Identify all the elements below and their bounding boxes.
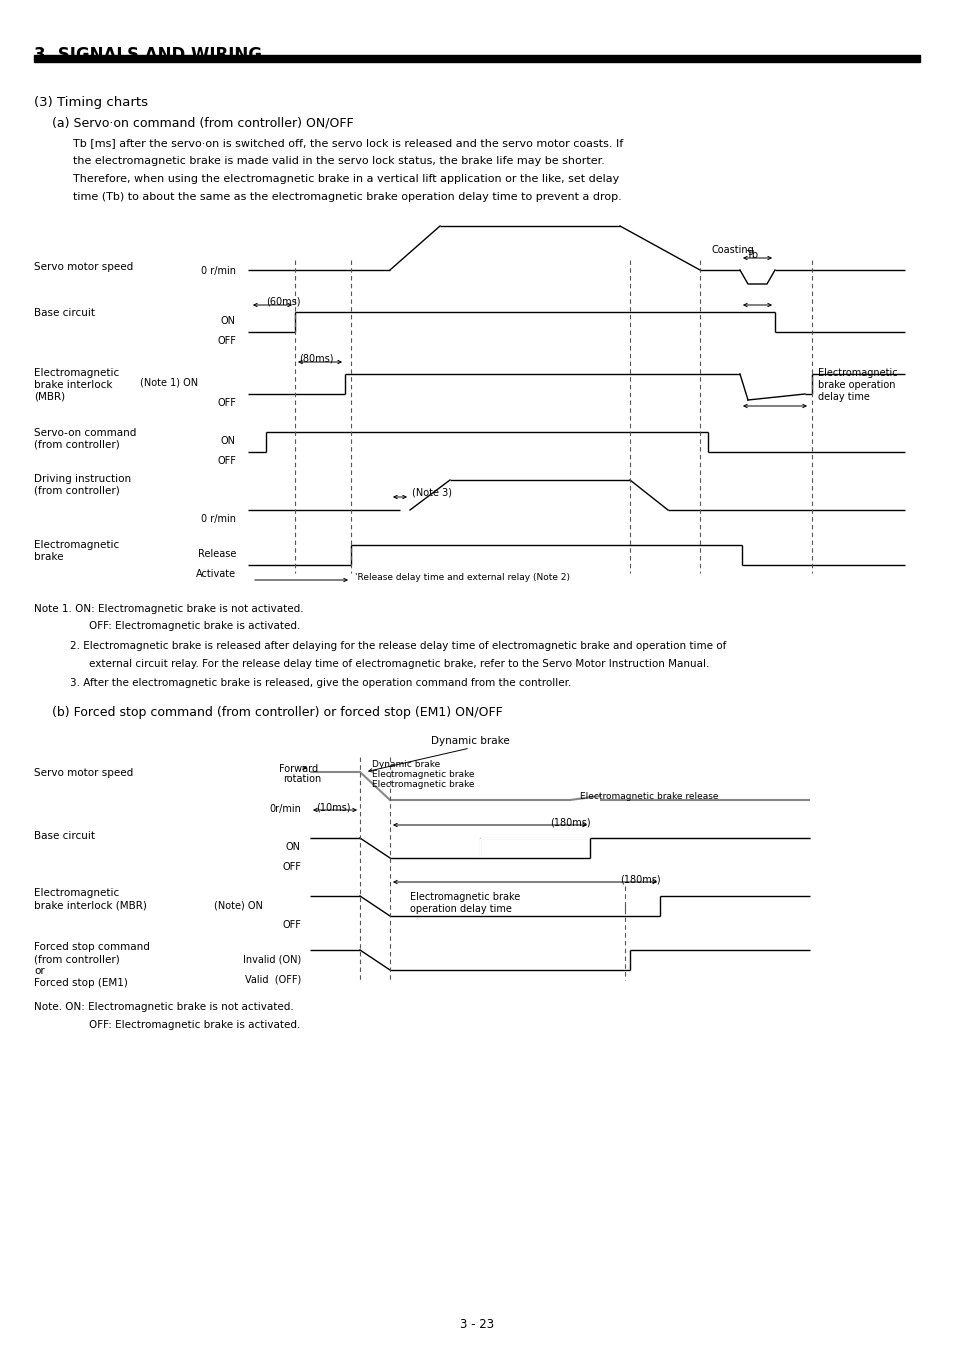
Bar [34,55,919,62]
Text: (from controller): (from controller) [34,486,120,495]
Text: brake operation: brake operation [817,379,895,390]
Text: Dynamic brake: Dynamic brake [430,736,509,747]
Text: rotation: rotation [283,774,321,784]
Text: Electromagnetic brake release: Electromagnetic brake release [579,792,718,801]
Text: Servo motor speed: Servo motor speed [34,768,133,778]
Text: Electromagnetic: Electromagnetic [817,369,897,378]
Text: Base circuit: Base circuit [34,832,95,841]
Text: delay time: delay time [817,392,869,402]
Text: (180ms): (180ms) [619,875,659,886]
Text: (a) Servo·on command (from controller) ON/OFF: (a) Servo·on command (from controller) O… [52,116,354,130]
Text: 0 r/min: 0 r/min [201,266,235,275]
Text: Electromagnetic brake: Electromagnetic brake [410,892,519,902]
Text: Forced stop (EM1): Forced stop (EM1) [34,977,128,988]
Text: (180ms): (180ms) [550,818,590,828]
Text: (from controller): (from controller) [34,440,120,450]
Text: (Note 3): (Note 3) [412,487,452,498]
Text: 3. After the electromagnetic brake is released, give the operation command from : 3. After the electromagnetic brake is re… [70,678,571,688]
Text: (MBR): (MBR) [34,392,65,402]
Text: OFF: Electromagnetic brake is activated.: OFF: Electromagnetic brake is activated. [89,621,300,630]
Text: (from controller): (from controller) [34,954,120,964]
Text: Note. ON: Electromagnetic brake is not activated.: Note. ON: Electromagnetic brake is not a… [34,1002,294,1012]
Text: Electromagnetic: Electromagnetic [34,540,119,549]
Text: Electromagnetic: Electromagnetic [34,888,119,898]
Text: Electromagnetic brake: Electromagnetic brake [372,769,474,779]
Text: (Note 1) ON: (Note 1) ON [140,378,198,387]
Text: or: or [34,967,45,976]
Text: Electromagnetic: Electromagnetic [34,369,119,378]
Text: Tb: Tb [745,250,758,261]
Text: Coasting: Coasting [711,244,754,255]
Text: Driving instruction: Driving instruction [34,474,131,485]
Text: Electromagnetic brake: Electromagnetic brake [372,780,474,788]
Text: ON: ON [286,842,301,852]
Text: ON: ON [221,436,235,446]
Text: (10ms): (10ms) [315,803,350,813]
Text: Activate: Activate [195,568,235,579]
Text: Valid  (OFF): Valid (OFF) [245,973,301,984]
Text: operation delay time: operation delay time [410,904,512,914]
Text: Forced stop command: Forced stop command [34,942,150,952]
Text: brake interlock (MBR): brake interlock (MBR) [34,900,147,910]
Text: Release: Release [197,549,235,559]
Text: Therefore, when using the electromagnetic brake in a vertical lift application o: Therefore, when using the electromagneti… [73,174,618,184]
Text: external circuit relay. For the release delay time of electromagnetic brake, ref: external circuit relay. For the release … [89,659,709,670]
Text: Forward: Forward [278,764,317,774]
Text: OFF: OFF [282,919,301,930]
Text: Servo motor speed: Servo motor speed [34,262,133,271]
Text: time (Tb) to about the same as the electromagnetic brake operation delay time to: time (Tb) to about the same as the elect… [73,192,621,202]
Text: (b) Forced stop command (from controller) or forced stop (EM1) ON/OFF: (b) Forced stop command (from controller… [52,706,502,720]
Text: OFF: OFF [282,863,301,872]
Text: 0 r/min: 0 r/min [201,514,235,524]
Text: OFF: OFF [217,336,235,346]
Text: 'Release delay time and external relay (Note 2): 'Release delay time and external relay (… [355,572,569,582]
Text: Dynamic brake: Dynamic brake [372,760,439,770]
Text: (60ms): (60ms) [266,296,300,306]
Text: Tb [ms] after the servo·on is switched off, the servo lock is released and the s: Tb [ms] after the servo·on is switched o… [73,138,622,148]
Text: OFF: OFF [217,456,235,466]
Text: Base circuit: Base circuit [34,308,95,319]
Text: 3 - 23: 3 - 23 [459,1318,494,1331]
Text: 2. Electromagnetic brake is released after delaying for the release delay time o: 2. Electromagnetic brake is released aft… [70,641,725,651]
Text: brake interlock: brake interlock [34,379,112,390]
Text: ON: ON [221,316,235,325]
Text: Note 1. ON: Electromagnetic brake is not activated.: Note 1. ON: Electromagnetic brake is not… [34,603,303,614]
Text: (Note) ON: (Note) ON [213,900,263,910]
Text: Servo-on command: Servo-on command [34,428,136,437]
Text: the electromagnetic brake is made valid in the servo lock status, the brake life: the electromagnetic brake is made valid … [73,157,604,166]
Text: OFF: Electromagnetic brake is activated.: OFF: Electromagnetic brake is activated. [89,1021,300,1030]
Text: (80ms): (80ms) [298,354,334,364]
Text: OFF: OFF [217,398,235,408]
Text: 3. SIGNALS AND WIRING: 3. SIGNALS AND WIRING [34,46,262,63]
Text: Invalid (ON): Invalid (ON) [242,954,301,964]
Text: brake: brake [34,552,64,562]
Text: (3) Timing charts: (3) Timing charts [34,96,148,109]
Text: 0r/min: 0r/min [269,805,301,814]
